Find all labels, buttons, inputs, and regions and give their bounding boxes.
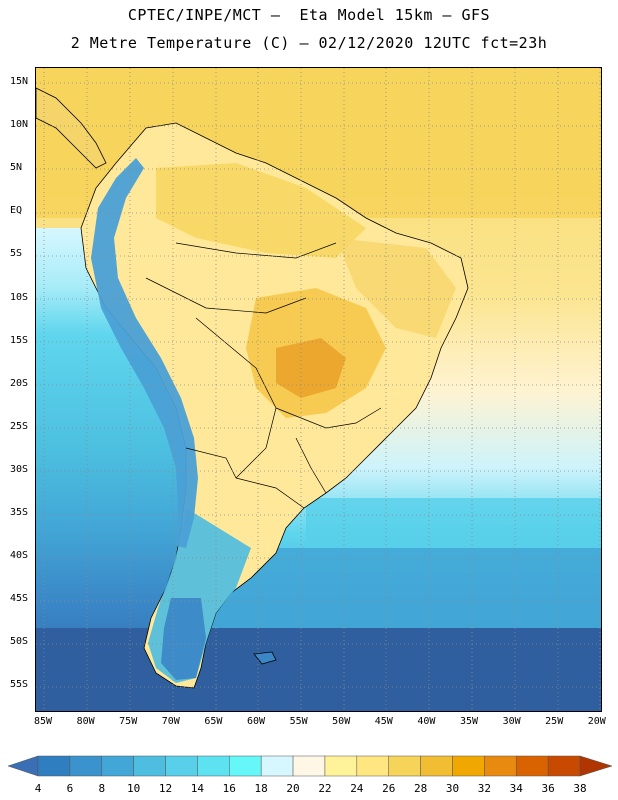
- temperature-colorbar: [7, 755, 613, 777]
- colorbar-segment: [484, 755, 517, 777]
- map-subtitle: 2 Metre Temperature (C) – 02/12/2020 12U…: [70, 34, 548, 52]
- colorbar-tick-label: 8: [98, 782, 106, 795]
- colorbar-segment: [229, 755, 262, 777]
- colorbar-segment: [101, 755, 134, 777]
- colorbar-segment: [165, 755, 198, 777]
- latitude-label: 35S: [10, 507, 29, 518]
- latitude-label: 40S: [10, 550, 29, 562]
- longitude-label: 40W: [417, 716, 436, 727]
- colorbar-max-arrow: [579, 755, 613, 777]
- colorbar-segment: [452, 755, 485, 777]
- colorbar-tick-label: 18: [254, 782, 268, 795]
- longitude-label: 25W: [545, 716, 564, 727]
- latitude-label: 20S: [10, 377, 29, 389]
- colorbar-tick-label: 34: [509, 782, 523, 795]
- graticule: [36, 68, 601, 711]
- colorbar-segment: [37, 755, 71, 777]
- colorbar-tick-label: 16: [222, 782, 236, 795]
- south-deep-band: [36, 628, 601, 711]
- colorbar-tick-label: 28: [413, 782, 428, 795]
- longitude-label: 65W: [204, 716, 223, 727]
- colorbar-segment: [515, 755, 549, 777]
- colorbar-segment: [292, 755, 326, 777]
- colorbar-segment: [69, 755, 103, 777]
- longitude-label: 85W: [33, 716, 53, 727]
- latitude-label: 30S: [10, 463, 29, 475]
- colorbar-tick-label: 4: [34, 782, 42, 795]
- colorbar-segment: [260, 755, 294, 777]
- longitude-label: 70W: [161, 716, 180, 727]
- colorbar-segment: [324, 755, 358, 777]
- colorbar-tick-label: 36: [541, 782, 555, 795]
- map-title: CPTEC/INPE/MCT – Eta Model 15km – GFS: [127, 6, 491, 24]
- longitude-label: 30W: [502, 716, 521, 727]
- latitude-label: 5N: [10, 162, 23, 174]
- latitude-label: EQ: [10, 205, 23, 217]
- map-canvas: [36, 68, 601, 711]
- east-warm-land: [336, 238, 456, 338]
- colorbar-tick-label: 20: [286, 782, 300, 795]
- longitude-label: 35W: [459, 716, 479, 727]
- colorbar-tick-label: 38: [573, 782, 587, 795]
- latitude-label: 10N: [10, 119, 29, 131]
- south-light-band: [306, 498, 601, 548]
- longitude-label: 75W: [119, 716, 138, 727]
- colorbar-tick-label: 22: [318, 782, 332, 795]
- latitude-label: 10S: [10, 291, 29, 303]
- colorbar-tick-label: 6: [66, 782, 74, 795]
- colorbar-tick-label: 10: [127, 782, 141, 795]
- colorbar-segment: [547, 755, 581, 777]
- latitude-label: 15S: [10, 334, 29, 346]
- andes-strip: [91, 158, 198, 548]
- patagonia-cold: [161, 598, 206, 680]
- central-america-land: [36, 87, 107, 169]
- colorbar-segment: [197, 755, 230, 777]
- colorbar-segment: [356, 755, 389, 777]
- longitude-label: 50W: [332, 716, 351, 727]
- colorbar-tick-label: 30: [445, 782, 460, 795]
- colorbar-segment: [388, 755, 421, 777]
- longitude-label: 60W: [246, 716, 266, 727]
- colorbar-tick-label: 14: [190, 782, 205, 795]
- longitude-label: 80W: [76, 716, 95, 727]
- latitude-label: 15N: [10, 76, 29, 87]
- colorbar-min-arrow: [7, 755, 39, 777]
- longitude-label: 55W: [289, 716, 308, 727]
- temperature-map[interactable]: [35, 67, 602, 712]
- latitude-label: 5S: [10, 248, 23, 260]
- north-warm-land: [156, 163, 366, 258]
- colorbar-tick-label: 26: [382, 782, 396, 795]
- longitude-label: 20W: [587, 716, 606, 727]
- colorbar-tick-label: 32: [477, 782, 491, 795]
- latitude-label: 45S: [10, 593, 29, 605]
- colorbar-tick-label: 12: [158, 782, 173, 795]
- latitude-label: 55S: [10, 679, 29, 691]
- latitude-label: 50S: [10, 636, 29, 648]
- longitude-label: 45W: [374, 716, 393, 727]
- latitude-label: 25S: [10, 420, 29, 432]
- colorbar-segment: [133, 755, 166, 777]
- falkland-islands: [253, 651, 277, 665]
- colorbar-tick-label: 24: [350, 782, 364, 795]
- hottest-core: [276, 338, 346, 398]
- colorbar-segment: [420, 755, 453, 777]
